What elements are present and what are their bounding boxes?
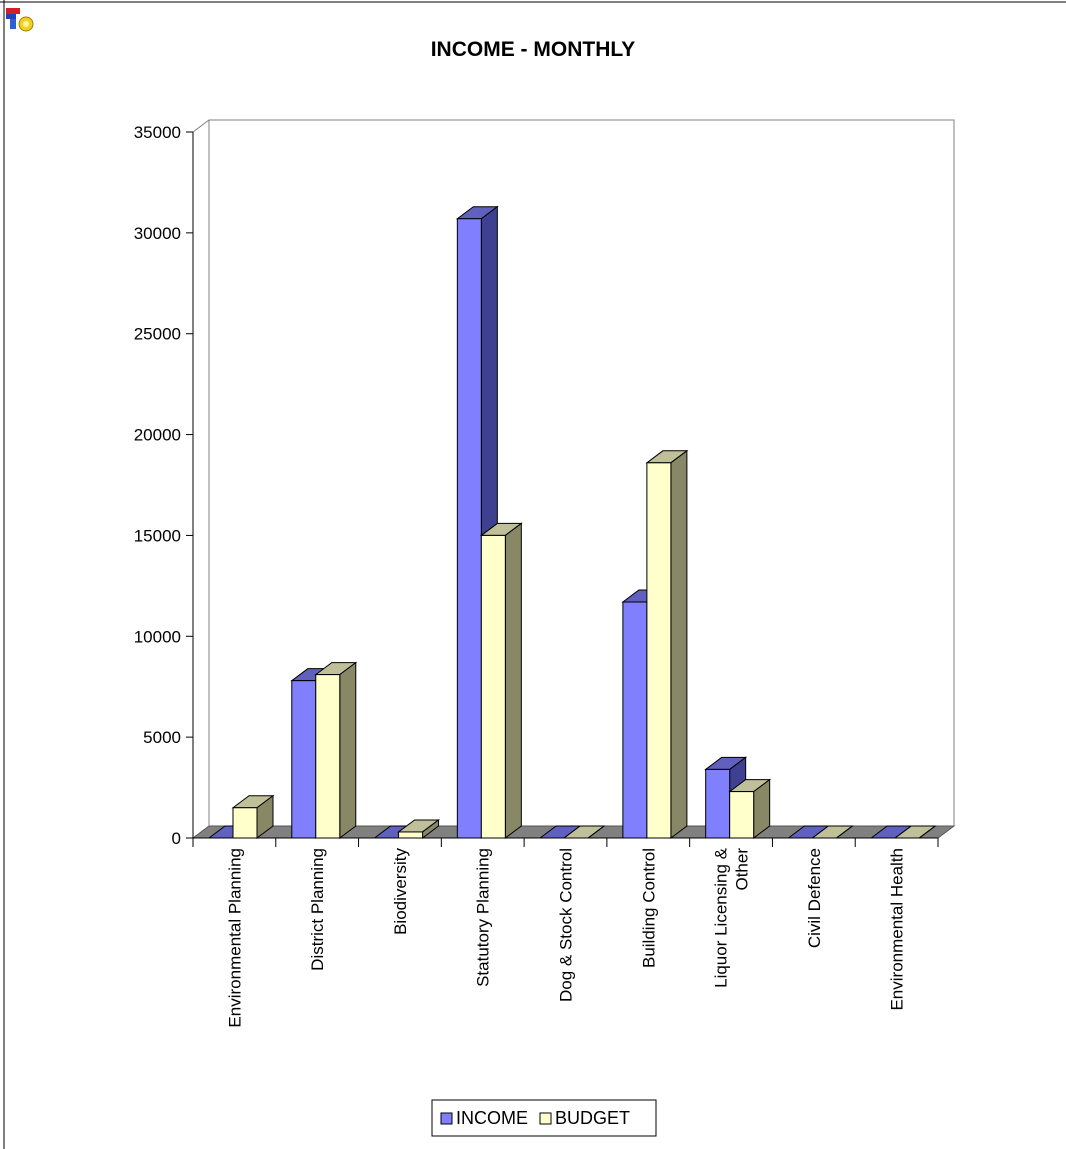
- x-category-label: Statutory Planning: [474, 848, 493, 987]
- bar-side: [587, 825, 605, 839]
- legend-label-budget: BUDGET: [555, 1108, 630, 1128]
- bar-front: [315, 674, 341, 839]
- y-tick-label: 20000: [134, 426, 181, 445]
- bar-front: [646, 462, 672, 839]
- x-category-label: Civil Defence: [805, 848, 824, 948]
- bar-budget: [645, 449, 689, 839]
- bar-budget: [231, 794, 275, 839]
- x-category-label: Dog & Stock Control: [557, 848, 576, 1002]
- bar-budget: [728, 778, 772, 839]
- x-category-label-line: Dog & Stock Control: [557, 848, 576, 1002]
- x-axis: Environmental Planning District Planning B…: [192, 837, 939, 1028]
- x-category-label-line: District Planning: [308, 848, 327, 971]
- x-category-label-line: Environmental Planning: [225, 848, 244, 1028]
- bar-budget: [314, 661, 358, 839]
- x-category-label-line: Other: [733, 848, 752, 891]
- x-category-label: Environmental Health: [888, 848, 907, 1011]
- bar-side: [836, 825, 853, 839]
- x-category-label-line: Liquor Licensing &: [712, 847, 731, 988]
- bars: [207, 205, 937, 840]
- bar-side: [504, 522, 522, 840]
- bar-front: [398, 831, 424, 839]
- x-category-label: Building Control: [639, 848, 658, 968]
- legend: INCOME BUDGET: [431, 1099, 657, 1137]
- x-category-label: District Planning: [308, 848, 327, 971]
- y-tick-label: 15000: [134, 526, 181, 545]
- x-category-label-line: Environmental Health: [888, 848, 907, 1011]
- bar-front: [622, 601, 648, 839]
- bar-budget: [479, 522, 523, 840]
- plot-back-wall: [192, 119, 955, 826]
- x-category-label-line: Biodiversity: [391, 848, 410, 935]
- bar-side: [339, 661, 357, 839]
- legend-swatch-income: [440, 1112, 453, 1125]
- y-axis: 0 5000 10000 15000 20000 25000 30000 35000: [134, 123, 194, 848]
- bar-front: [705, 768, 731, 839]
- bar-budget: [810, 825, 854, 839]
- bar-budget: [397, 818, 441, 839]
- x-category-label: Liquor Licensing & Other: [712, 847, 752, 988]
- x-category-label: Environmental Planning: [225, 848, 244, 1028]
- bar-budget: [893, 825, 937, 839]
- bar-side: [918, 825, 936, 839]
- chart-app-icon[interactable]: [4, 4, 34, 34]
- bar-front: [729, 791, 755, 839]
- y-tick-label: 35000: [134, 123, 181, 142]
- bar-front: [291, 680, 317, 839]
- x-category-label: Biodiversity: [391, 848, 410, 935]
- bar-front: [232, 807, 258, 839]
- x-category-label-line: Building Control: [639, 848, 658, 968]
- bar-side: [670, 449, 688, 839]
- bar-budget: [562, 825, 606, 839]
- legend-label-income: INCOME: [456, 1108, 528, 1128]
- y-tick-label: 30000: [134, 224, 181, 243]
- bar-front: [456, 218, 482, 839]
- y-tick-label: 10000: [134, 627, 181, 646]
- legend-swatch-budget: [539, 1112, 552, 1125]
- y-tick-label: 25000: [134, 325, 181, 344]
- chart-title: INCOME - MONTHLY: [431, 38, 636, 61]
- y-tick-label: 0: [172, 829, 181, 848]
- bar-front: [480, 534, 506, 839]
- x-category-label-line: Civil Defence: [805, 848, 824, 948]
- y-tick-label: 5000: [143, 728, 181, 747]
- x-category-label-line: Statutory Planning: [474, 848, 493, 987]
